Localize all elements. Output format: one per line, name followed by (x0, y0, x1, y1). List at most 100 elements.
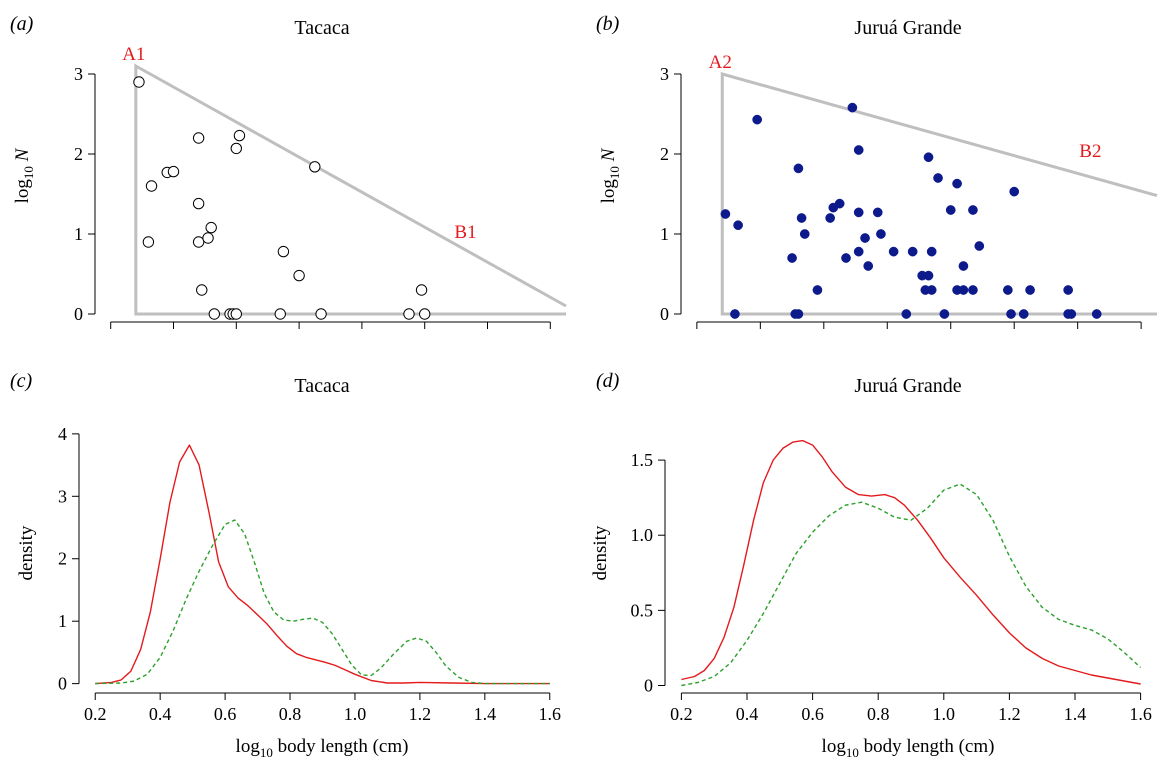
data-point (133, 76, 145, 88)
data-point (853, 246, 864, 257)
x-tick-label: 1.2 (409, 704, 432, 724)
panel-d-letter: (d) (596, 370, 620, 392)
panel-a-ylabel: log10 N (12, 147, 36, 203)
data-point (1009, 186, 1020, 197)
data-point (1063, 285, 1073, 295)
panel-b-letter: (b) (596, 13, 620, 35)
x-tick-label: 1.0 (933, 704, 956, 724)
constraint-triangle (720, 72, 1158, 316)
y-tick-label: 2 (660, 144, 669, 164)
data-point (730, 309, 740, 319)
x-tick-label: 0.6 (214, 704, 237, 724)
density-line-dashed (95, 519, 550, 685)
panel-c-xlabel: log10 body length (cm) (236, 736, 409, 760)
apex-label: A1 (122, 44, 145, 65)
data-point (923, 152, 934, 163)
panel-c: (c) Tacaca density log10 body length (cm… (10, 370, 561, 760)
data-point (419, 308, 431, 320)
panel-d-ylabel: density (590, 525, 611, 580)
data-point (233, 129, 246, 142)
panel-b-title: Juruá Grande (854, 17, 961, 39)
data-point (274, 308, 286, 320)
data-point (834, 198, 845, 209)
y-tick-label: 0 (58, 674, 67, 694)
panel-b-plot: 0 1 2 3 A2 B2 (660, 52, 1158, 329)
hypotenuse-label: B2 (1079, 141, 1101, 162)
data-point (945, 205, 956, 215)
density-line-dashed (681, 483, 1142, 687)
data-point (733, 220, 743, 231)
data-point (888, 246, 899, 257)
data-point (860, 233, 870, 243)
data-point (145, 180, 158, 192)
data-point (293, 269, 305, 282)
data-point (1091, 309, 1102, 319)
data-point (926, 285, 937, 295)
y-tick-label: 1 (58, 611, 67, 631)
y-tick-label: 0 (644, 675, 653, 695)
data-point (799, 229, 810, 239)
panel-d-plot: 0 0.5 1.0 1.5 0.2 0.4 0.6 0.8 1.0 1.2 1.4 1.6 (631, 439, 1152, 724)
data-point (1006, 309, 1016, 319)
constraint-triangle (134, 63, 567, 316)
data-point (1018, 309, 1029, 319)
panel-c-plot: 0 1 2 3 4 0.2 0.4 0.6 0.8 1.0 1.2 1.4 1.6 (58, 424, 561, 724)
panel-a-plot: 0 1 2 3 A1 B1 (74, 44, 567, 329)
x-tick-label: 1.6 (539, 704, 562, 724)
data-point (793, 163, 804, 174)
panel-b-ylabel: log10 N (598, 147, 622, 203)
data-point (1003, 285, 1013, 295)
density-line-solid (95, 444, 550, 685)
panel-c-ylabel: density (16, 525, 37, 580)
data-point (315, 308, 327, 320)
data-point (933, 173, 943, 183)
panel-d: (d) Juruá Grande density log10 body leng… (590, 370, 1152, 760)
data-point (901, 309, 912, 319)
x-tick-label: 0.4 (149, 704, 172, 724)
data-point (907, 246, 918, 257)
data-point (230, 142, 243, 155)
data-point (847, 102, 858, 113)
panel-d-title: Juruá Grande (854, 375, 961, 397)
data-point (952, 178, 962, 189)
data-point (208, 308, 221, 320)
x-tick-label: 1.6 (1129, 704, 1152, 724)
y-tick-label: 0.5 (631, 600, 654, 620)
data-point (958, 261, 969, 271)
x-tick-label: 0.2 (84, 704, 107, 724)
y-tick-label: 1 (74, 224, 83, 244)
panel-d-xlabel: log10 body length (cm) (822, 736, 995, 760)
data-point (202, 232, 214, 244)
data-point (872, 207, 883, 218)
panel-a-title: Tacaca (294, 17, 349, 39)
x-tick-label: 0.8 (867, 704, 890, 724)
x-tick-label: 0.8 (279, 704, 302, 724)
x-tick-label: 1.2 (998, 704, 1021, 724)
y-tick-label: 4 (58, 424, 67, 444)
y-tick-label: 3 (660, 64, 669, 84)
panel-b: (b) Juruá Grande log10 N 0 1 2 3 A2 B2 (596, 13, 1158, 329)
data-point (863, 261, 874, 271)
y-tick-label: 0 (660, 304, 669, 324)
hypotenuse-label: B1 (454, 222, 476, 243)
data-point (196, 284, 208, 296)
data-point (142, 236, 155, 248)
data-point (752, 114, 763, 125)
x-tick-label: 0.6 (801, 704, 824, 724)
data-point (841, 253, 851, 263)
x-tick-label: 1.4 (474, 704, 497, 724)
y-tick-label: 1.0 (631, 525, 654, 545)
data-point (939, 309, 950, 319)
data-point (958, 285, 969, 295)
data-point (1066, 309, 1077, 319)
data-point (277, 245, 290, 258)
y-tick-label: 3 (58, 486, 67, 506)
y-tick-label: 3 (74, 64, 83, 84)
panel-a-letter: (a) (10, 13, 34, 35)
data-point (415, 284, 428, 296)
y-tick-label: 2 (58, 549, 67, 569)
data-point (205, 221, 217, 234)
data-point (1025, 285, 1035, 295)
data-point (968, 205, 978, 215)
